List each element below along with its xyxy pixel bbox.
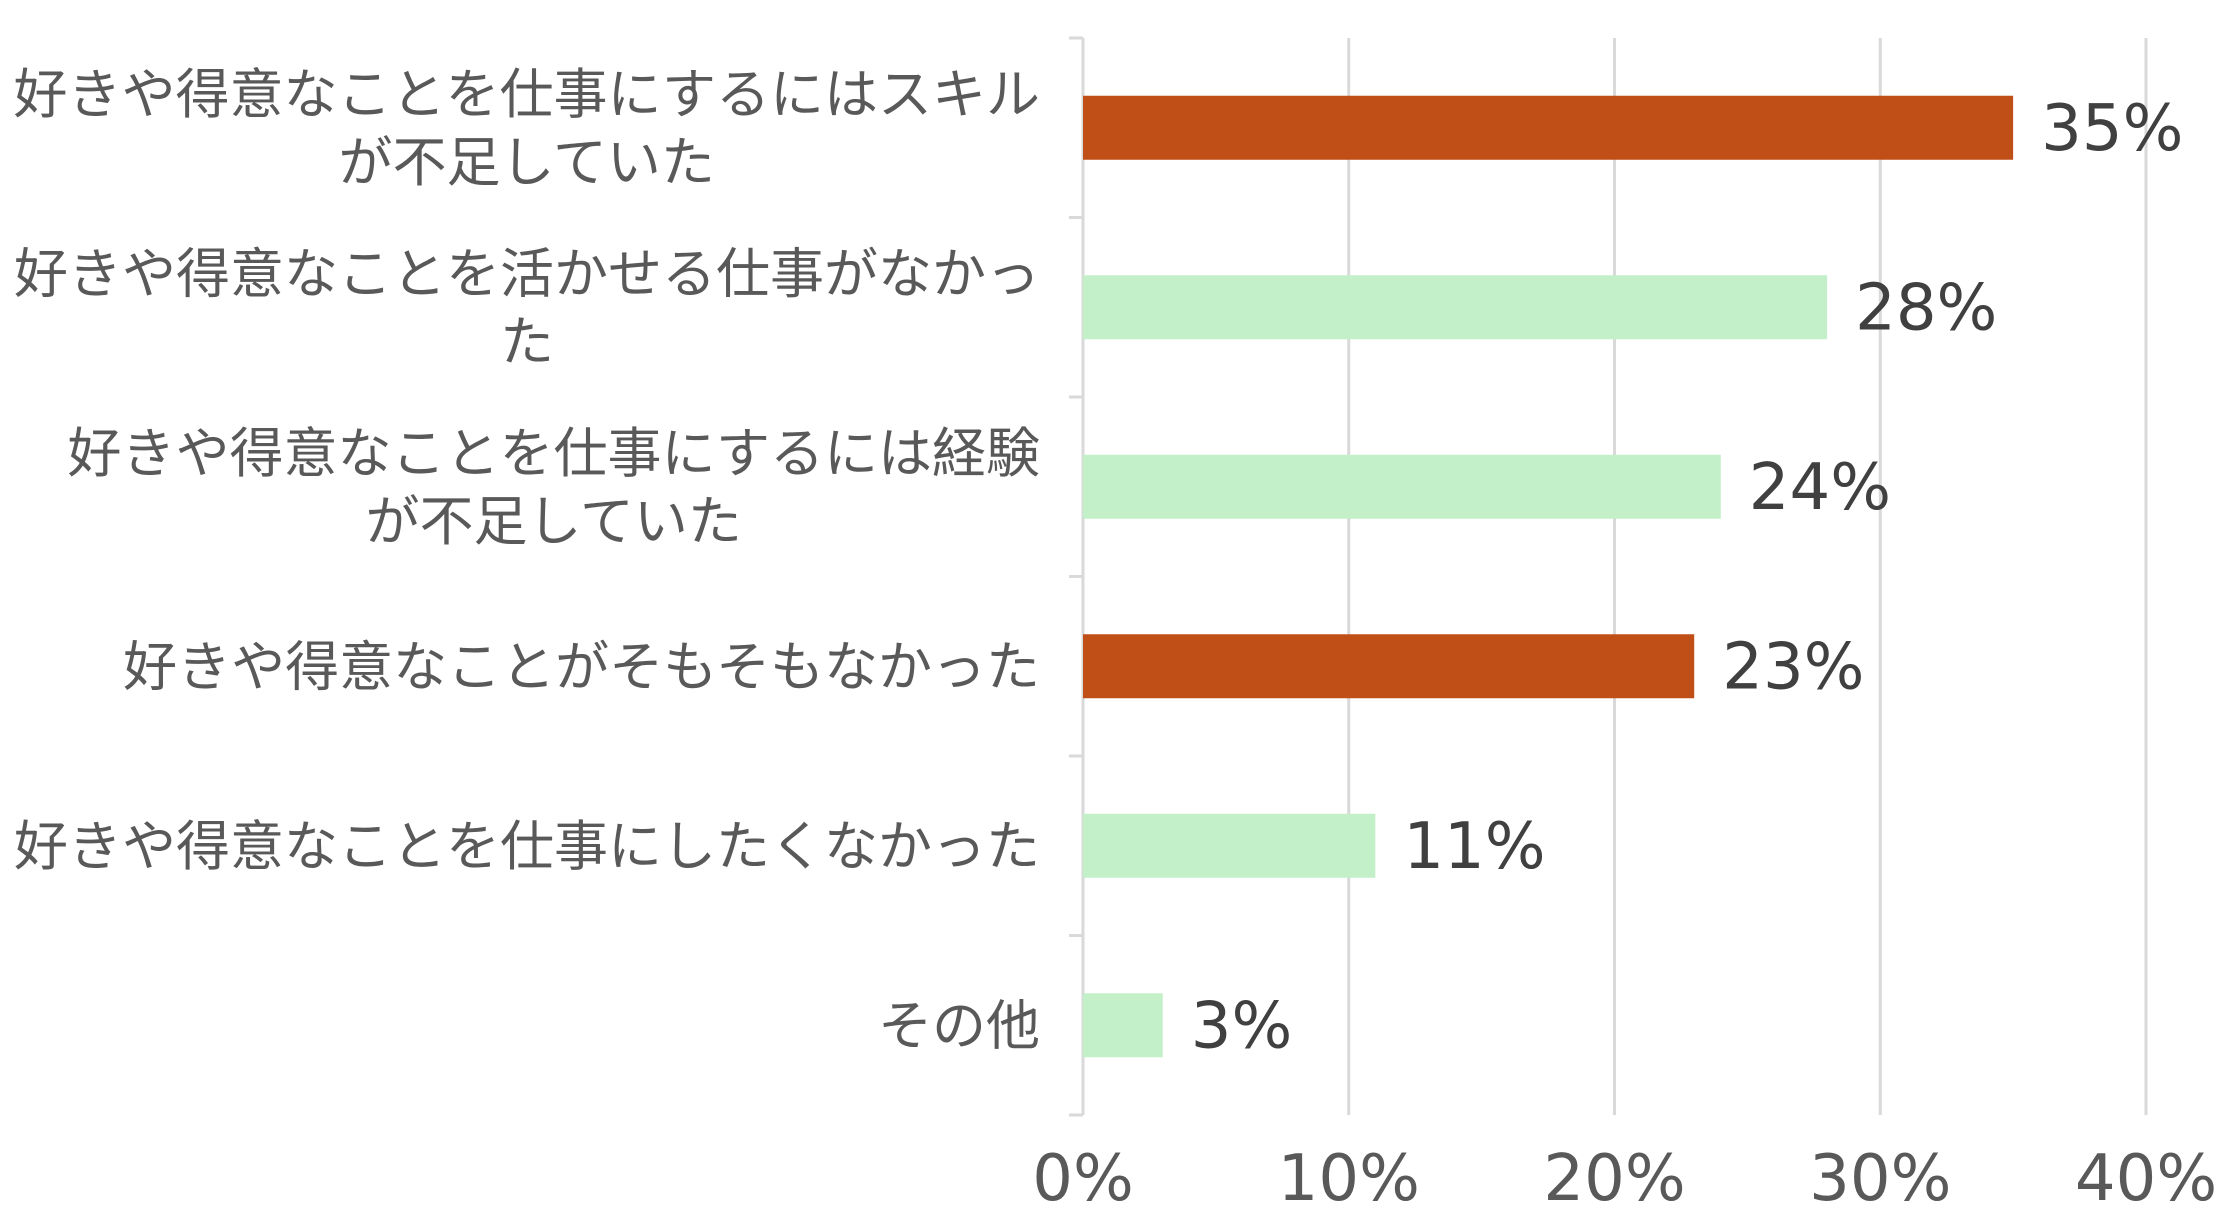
category-labels: 好きや得意なことを仕事にするにはスキルが不足していた好きや得意なことを活かせる仕… <box>13 63 1040 1058</box>
category-label-line: 好きや得意なことを仕事にするには経験 <box>67 422 1040 485</box>
data-label: 3% <box>1191 989 1293 1063</box>
data-labels: 35% 28% 24% 23% 11% 3% <box>1191 92 2184 1064</box>
bars <box>1083 95 2014 1058</box>
bar <box>1083 454 1721 519</box>
data-label: 35% <box>2041 92 2183 166</box>
category-label: 好きや得意なことを活かせる仕事がなかった <box>14 242 1040 373</box>
x-axis-ticks: 0% 10% 20% 30% 40% <box>1032 1142 2217 1216</box>
x-tick-label: 30% <box>1809 1142 1951 1216</box>
category-label: 好きや得意なことを仕事にしたくなかった <box>14 815 1040 878</box>
category-label-line: が不足していた <box>366 490 742 553</box>
category-label-line: た <box>500 310 554 373</box>
category-label-line: が不足していた <box>339 131 715 194</box>
bar <box>1083 634 1695 699</box>
category-label-line: 好きや得意なことを活かせる仕事がなかっ <box>14 242 1040 305</box>
category-label-line: 好きや得意なことを仕事にするにはスキル <box>13 63 1040 126</box>
bar <box>1083 993 1163 1058</box>
category-label: その他 <box>878 994 1040 1057</box>
x-tick-label: 20% <box>1543 1142 1685 1216</box>
x-tick-label: 10% <box>1278 1142 1420 1216</box>
data-label: 28% <box>1855 271 1997 345</box>
data-label: 24% <box>1749 451 1891 525</box>
data-label: 11% <box>1403 810 1545 884</box>
x-tick-label: 0% <box>1032 1142 1134 1216</box>
x-tick-label: 40% <box>2075 1142 2217 1216</box>
bar <box>1083 95 2014 160</box>
bar <box>1083 813 1376 878</box>
category-label-line: その他 <box>878 994 1040 1057</box>
category-label-line: 好きや得意なことがそもそもなかった <box>123 635 1040 698</box>
gridlines <box>1069 36 2148 1117</box>
category-label: 好きや得意なことを仕事にするにはスキルが不足していた <box>13 63 1040 194</box>
data-label: 23% <box>1722 630 1864 704</box>
category-label: 好きや得意なことを仕事にするには経験が不足していた <box>67 422 1040 553</box>
category-label: 好きや得意なことがそもそもなかった <box>123 635 1040 698</box>
bar <box>1083 275 1828 340</box>
category-label-line: 好きや得意なことを仕事にしたくなかった <box>14 815 1040 878</box>
